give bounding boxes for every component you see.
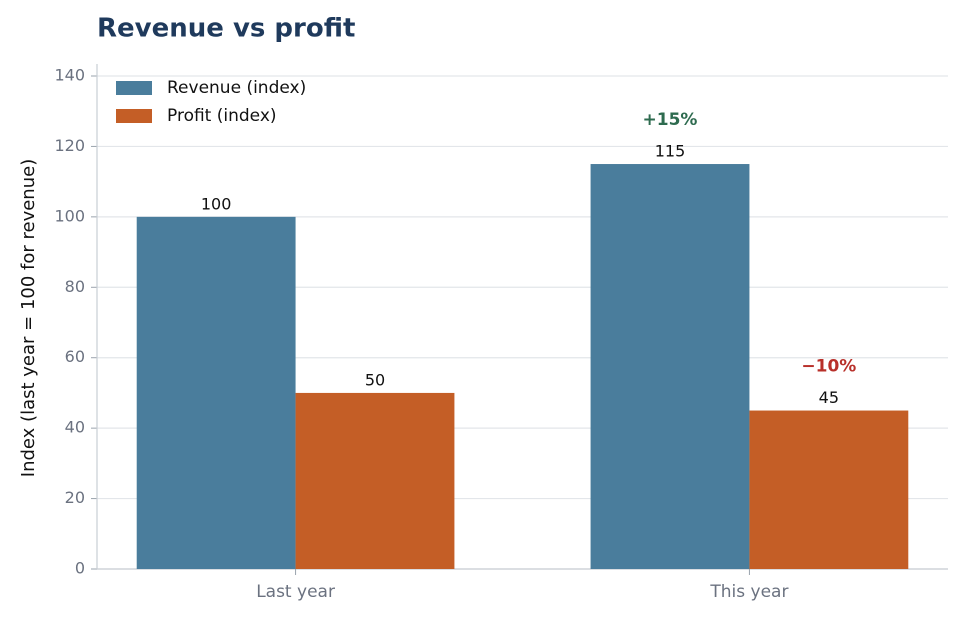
y-tick-label: 20: [65, 488, 85, 507]
y-tick-label: 80: [65, 277, 85, 296]
bar: [749, 410, 909, 569]
y-axis-label: Index (last year = 100 for revenue): [18, 159, 39, 477]
bar: [136, 216, 296, 569]
y-tick-label: 0: [75, 559, 85, 578]
x-tick-label: This year: [709, 582, 788, 602]
legend-swatch: [116, 109, 152, 123]
legend-label: Revenue (index): [167, 78, 306, 98]
bar: [295, 392, 455, 569]
value-label: 115: [655, 142, 686, 161]
value-label: 50: [365, 370, 385, 389]
y-tick-label: 140: [54, 66, 85, 85]
chart-title: Revenue vs profit: [97, 14, 355, 44]
annotation: −10%: [801, 357, 856, 377]
bar: [590, 164, 750, 570]
x-tick-label: Last year: [256, 582, 335, 602]
y-tick-label: 60: [65, 347, 85, 366]
legend-label: Profit (index): [167, 106, 277, 126]
value-label: 45: [819, 388, 839, 407]
annotation: +15%: [643, 110, 698, 130]
y-tick-label: 120: [54, 136, 85, 155]
legend-swatch: [116, 81, 152, 95]
value-label: 100: [201, 194, 232, 213]
y-tick-label: 40: [65, 418, 85, 437]
y-tick-label: 100: [54, 206, 85, 225]
